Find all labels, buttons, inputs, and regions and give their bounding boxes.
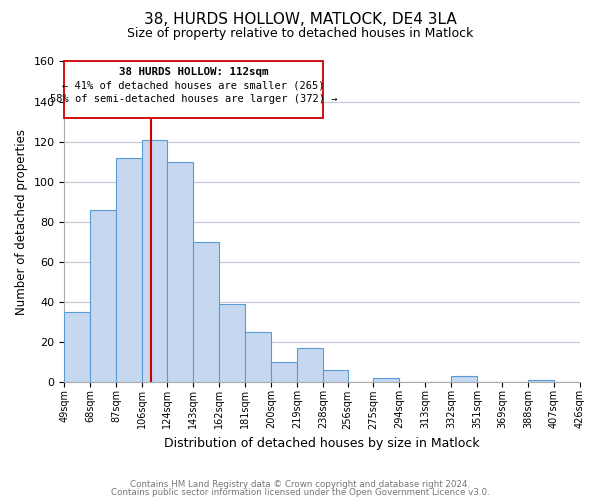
Bar bbox=[142, 140, 167, 382]
Text: ← 41% of detached houses are smaller (265): ← 41% of detached houses are smaller (26… bbox=[62, 80, 325, 90]
Bar bbox=[245, 332, 271, 382]
Bar bbox=[167, 162, 193, 382]
Bar bbox=[193, 242, 219, 382]
Bar bbox=[219, 304, 245, 382]
Bar bbox=[91, 210, 116, 382]
Bar bbox=[451, 376, 478, 382]
Bar bbox=[528, 380, 554, 382]
Bar bbox=[297, 348, 323, 382]
X-axis label: Distribution of detached houses by size in Matlock: Distribution of detached houses by size … bbox=[164, 437, 480, 450]
Y-axis label: Number of detached properties: Number of detached properties bbox=[15, 128, 28, 314]
Text: Size of property relative to detached houses in Matlock: Size of property relative to detached ho… bbox=[127, 28, 473, 40]
Text: Contains HM Land Registry data © Crown copyright and database right 2024.: Contains HM Land Registry data © Crown c… bbox=[130, 480, 470, 489]
Bar bbox=[116, 158, 142, 382]
Bar bbox=[64, 312, 91, 382]
Text: 38 HURDS HOLLOW: 112sqm: 38 HURDS HOLLOW: 112sqm bbox=[119, 66, 268, 76]
Bar bbox=[271, 362, 297, 382]
Bar bbox=[373, 378, 400, 382]
Text: Contains public sector information licensed under the Open Government Licence v3: Contains public sector information licen… bbox=[110, 488, 490, 497]
Text: 58% of semi-detached houses are larger (372) →: 58% of semi-detached houses are larger (… bbox=[50, 94, 337, 104]
FancyBboxPatch shape bbox=[64, 62, 323, 118]
Text: 38, HURDS HOLLOW, MATLOCK, DE4 3LA: 38, HURDS HOLLOW, MATLOCK, DE4 3LA bbox=[143, 12, 457, 28]
Bar bbox=[323, 370, 347, 382]
